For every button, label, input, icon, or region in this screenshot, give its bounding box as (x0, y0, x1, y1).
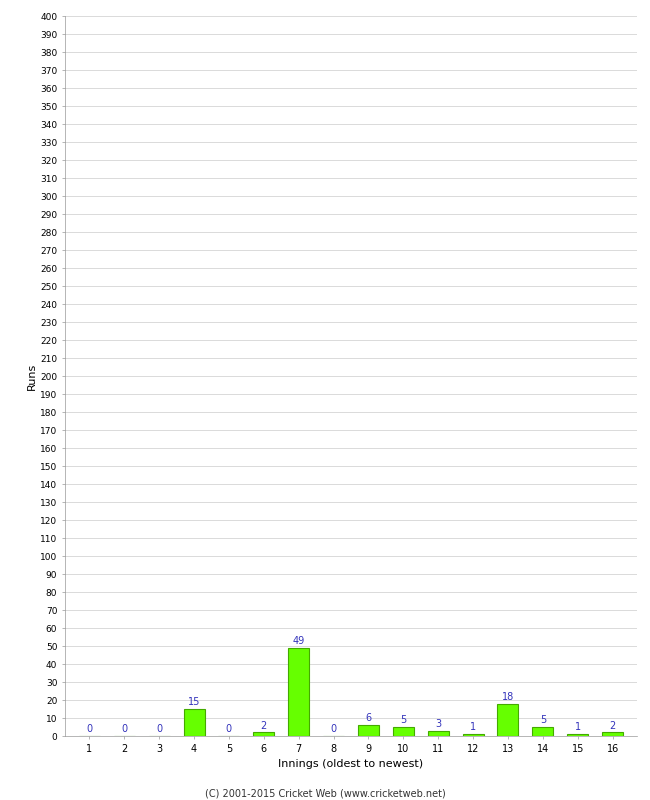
Text: 5: 5 (540, 715, 546, 726)
Bar (497, 704, 519, 736)
Bar (183, 709, 205, 736)
Bar (393, 727, 414, 736)
Bar (532, 727, 553, 736)
Text: 0: 0 (156, 724, 162, 734)
Text: 0: 0 (86, 724, 92, 734)
Text: 18: 18 (502, 692, 514, 702)
Bar (254, 733, 274, 736)
Text: 0: 0 (122, 724, 127, 734)
Text: 49: 49 (292, 636, 305, 646)
Text: 2: 2 (261, 721, 267, 730)
Y-axis label: Runs: Runs (27, 362, 37, 390)
Text: (C) 2001-2015 Cricket Web (www.cricketweb.net): (C) 2001-2015 Cricket Web (www.cricketwe… (205, 788, 445, 798)
Bar (288, 648, 309, 736)
Text: 5: 5 (400, 715, 406, 726)
Text: 2: 2 (610, 721, 616, 730)
Bar (463, 734, 484, 736)
Text: 1: 1 (470, 722, 476, 733)
Text: 0: 0 (226, 724, 232, 734)
Bar (358, 726, 379, 736)
Text: 6: 6 (365, 714, 372, 723)
Text: 15: 15 (188, 698, 200, 707)
Bar (428, 730, 448, 736)
Text: 3: 3 (435, 719, 441, 729)
Bar (602, 733, 623, 736)
Bar (567, 734, 588, 736)
X-axis label: Innings (oldest to newest): Innings (oldest to newest) (278, 759, 424, 769)
Text: 0: 0 (330, 724, 337, 734)
Text: 1: 1 (575, 722, 580, 733)
